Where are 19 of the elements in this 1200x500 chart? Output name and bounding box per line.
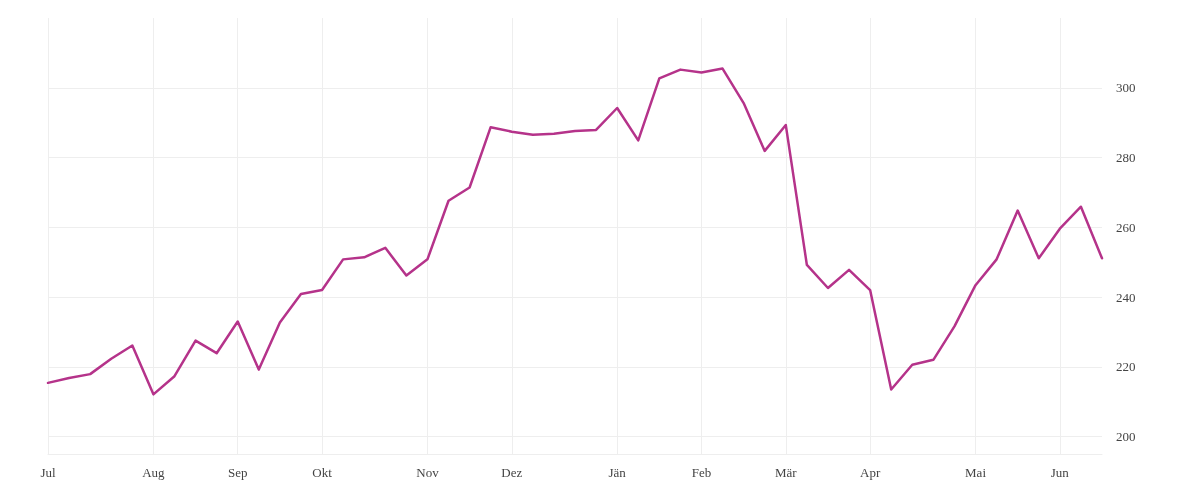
line-series — [46, 67, 1104, 396]
y-tick-label: 220 — [1116, 359, 1136, 375]
x-tick-label: Dez — [501, 465, 523, 480]
x-tick-label: Jän — [608, 465, 627, 480]
x-tick-label: Okt — [312, 465, 333, 480]
x-tick-label: Nov — [416, 465, 440, 480]
y-tick-label: 240 — [1116, 289, 1136, 305]
y-tick-label: 300 — [1116, 80, 1136, 96]
x-tick-label: Feb — [691, 465, 712, 480]
x-tick-label: Aug — [142, 465, 166, 480]
x-tick-label: Apr — [860, 465, 881, 480]
y-tick-label: 280 — [1116, 150, 1136, 166]
x-tick-label: Jul — [40, 465, 56, 480]
x-tick-label: Mai — [965, 465, 987, 480]
y-tick-label: 260 — [1116, 219, 1136, 235]
x-tick-label: Sep — [227, 465, 248, 480]
x-tick-label: Mär — [774, 465, 798, 480]
x-tick-label: Jun — [1050, 465, 1070, 480]
y-tick-label: 200 — [1116, 429, 1136, 445]
